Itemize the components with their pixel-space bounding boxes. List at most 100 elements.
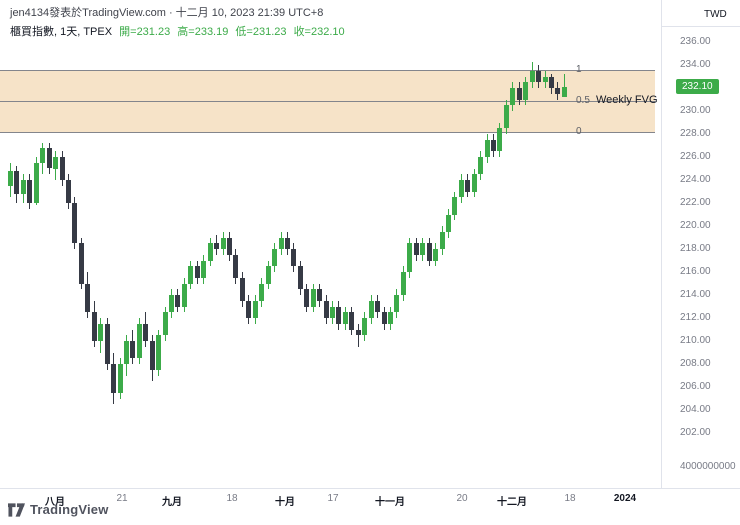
ohlc-open: 開=231.23 [119,26,171,38]
candle-down [78,243,84,284]
fvg-level-line [0,70,655,72]
candle-up [433,249,438,261]
time-axis-label: 18 [226,493,238,504]
price-axis-label: 208.00 [680,358,711,369]
candle-up [542,76,548,83]
candle-up [156,335,162,370]
candle-down [14,170,20,194]
candle-down [143,323,149,342]
candle-up [510,88,516,106]
time-axis-label: 2024 [613,493,637,504]
price-axis-label: 218.00 [680,243,711,254]
candle-up [330,306,335,318]
candle-up [33,162,39,204]
candle-down [555,88,561,94]
time-axis-label: 17 [327,493,339,504]
candle-up [310,289,316,307]
time-axis-label: 20 [456,493,468,504]
candle-down [194,266,200,278]
price-axis-label: 214.00 [680,289,711,300]
price-axis-label: 236.00 [680,36,711,47]
ohlc-low: 低=231.23 [235,26,287,38]
candle-up [188,266,194,284]
candle-up [484,139,490,158]
ohlc-high: 高=233.19 [177,26,229,38]
candle-up [265,266,271,284]
price-axis-label: 206.00 [680,381,711,392]
tradingview-logo[interactable]: TradingView [8,502,109,517]
candle-down [284,237,290,249]
price-axis-label: 216.00 [680,266,711,277]
time-axis-label: 九月 [162,497,182,508]
candle-up [201,260,207,278]
chart-pane[interactable]: 1 0.5 0 Weekly FVG [0,0,661,489]
fvg-level-label: 1 [576,64,582,76]
candle-up [400,272,406,295]
candle-up [388,312,393,324]
candle-down [323,300,329,319]
candle-down [246,300,252,319]
candle-up [53,157,59,169]
fvg-level-label: 0.5 [576,95,590,107]
candle-down [413,243,419,255]
candle-down [239,277,245,301]
candle-up [529,70,535,83]
candle-down [130,341,136,359]
candle-wick-up [563,74,565,97]
candle-down [491,139,496,152]
candle-up [523,82,529,100]
candle-down [349,312,355,330]
last-price-badge: 232.10 [676,78,719,94]
candle-down [66,180,71,203]
candle-down [227,237,232,255]
candle-down [46,147,52,169]
fvg-level-line [0,132,655,134]
candle-up [471,174,477,192]
candle-up [458,180,464,198]
time-axis-label: 十一月 [375,497,405,508]
time-axis-label: 十月 [275,497,295,508]
candle-down [214,243,220,250]
candle-down [297,266,303,290]
fvg-label: Weekly FVG [596,94,658,107]
currency-underline [662,26,740,27]
candle-down [375,300,381,313]
candle-up [40,147,46,163]
candle-up [503,105,509,129]
candle-up [8,170,13,186]
candle-down [104,323,110,365]
tradingview-icon [8,502,25,517]
candle-down [426,243,432,261]
price-axis-label: 228.00 [680,128,711,139]
candle-up [136,323,142,359]
candle-down [336,306,342,324]
candle-up [478,157,484,175]
price-axis-label: 234.00 [680,59,711,70]
candle-down [355,329,361,336]
price-axis-label: 230.00 [680,105,711,116]
candle-down [85,283,91,313]
time-axis-label: 21 [116,493,128,504]
time-axis-separator [0,488,740,489]
candle-down [27,180,33,203]
candle-down [549,76,554,88]
candle-up [123,341,129,364]
candle-up [342,312,348,324]
candle-up [259,283,265,301]
candle-up [452,197,458,215]
candle-up [169,295,174,313]
price-axis-label: 226.00 [680,151,711,162]
tradingview-wordmark: TradingView [30,502,109,517]
candle-down [59,157,65,180]
candle-down [304,289,310,307]
time-axis-label: 18 [564,493,576,504]
candle-down [149,341,155,370]
candle-up [207,243,213,261]
candle-down [91,312,97,342]
candle-up [445,214,451,232]
symbol-info[interactable]: 櫃買指數, 1天, TPEX 開=231.23 高=233.19 低=231.2… [10,23,345,39]
candle-down [465,180,471,192]
candle-wick-down [357,323,359,347]
price-axis-label: 220.00 [680,220,711,231]
